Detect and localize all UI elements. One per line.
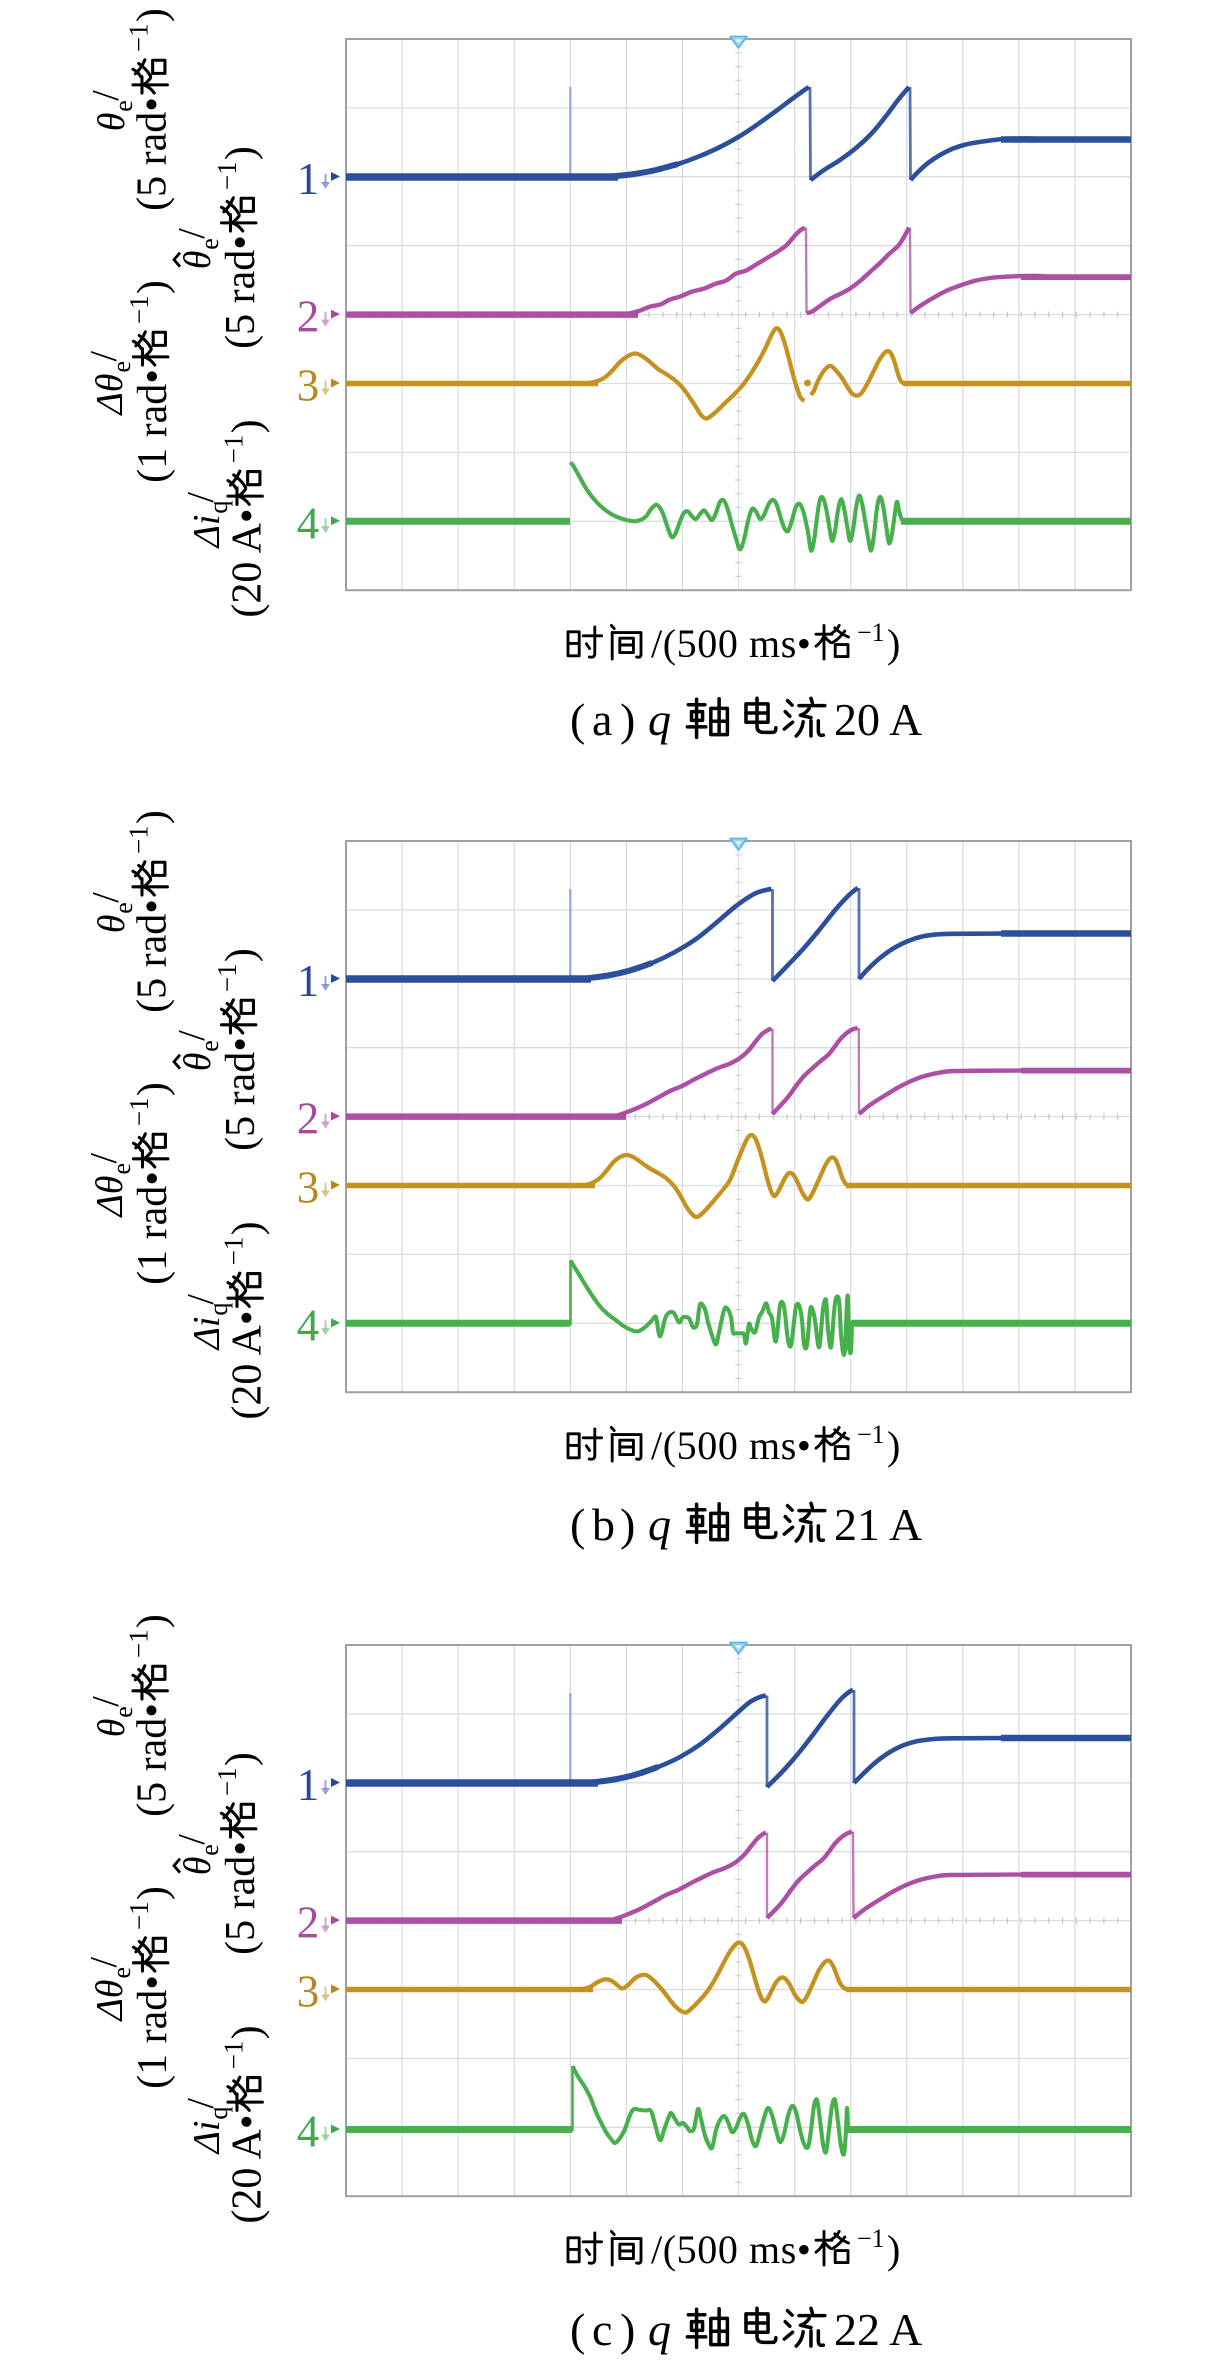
svg-text:a: a [592, 694, 612, 745]
svg-text:(5 rad•: (5 rad• [130, 97, 176, 211]
svg-text:/(500 ms•: /(500 ms• [651, 2227, 812, 2272]
svg-text:3: 3 [297, 361, 320, 411]
svg-text:1: 1 [297, 154, 320, 204]
svg-text:−1: −1 [219, 2041, 249, 2070]
svg-text:(: ( [570, 2304, 585, 2355]
svg-text:θ: θ [177, 1857, 219, 1876]
svg-text:θ: θ [91, 915, 133, 934]
svg-text:): ) [225, 1221, 271, 1235]
svg-text:21 A: 21 A [834, 1499, 922, 1550]
svg-text:−1: −1 [124, 825, 154, 854]
svg-text:): ) [887, 621, 900, 666]
svg-text:Δi: Δi [186, 515, 228, 550]
svg-text:−1: −1 [219, 435, 249, 464]
svg-text:/: / [171, 228, 213, 239]
svg-text:): ) [130, 280, 176, 294]
svg-text:Δθ: Δθ [89, 1980, 131, 2023]
svg-text:): ) [620, 694, 635, 745]
svg-text:Δθ: Δθ [89, 1176, 131, 1219]
svg-text:Δi: Δi [186, 1317, 228, 1352]
svg-text:(5 rad•: (5 rad• [130, 899, 176, 1013]
svg-text:(5 rad•: (5 rad• [218, 1037, 264, 1151]
svg-text:): ) [620, 1499, 635, 1550]
svg-text:θ: θ [91, 1719, 133, 1738]
svg-text:θ: θ [91, 113, 133, 132]
svg-text:3: 3 [297, 1163, 320, 1213]
svg-text:2: 2 [297, 1898, 320, 1948]
svg-text:): ) [130, 1886, 176, 1900]
svg-text:3: 3 [297, 1967, 320, 2017]
svg-text:−1: −1 [124, 1901, 154, 1930]
svg-text:/: / [171, 1834, 213, 1845]
svg-text:q: q [648, 1499, 671, 1550]
svg-text:−1: −1 [124, 1629, 154, 1658]
svg-text:(5 rad•: (5 rad• [218, 235, 264, 349]
svg-text:−1: −1 [219, 1237, 249, 1266]
svg-text:−1: −1 [124, 295, 154, 324]
svg-text:/: / [180, 492, 222, 503]
svg-text:(: ( [570, 1499, 585, 1550]
svg-text:θ: θ [177, 251, 219, 270]
svg-text:/: / [171, 1030, 213, 1041]
svg-text:/: / [83, 1153, 125, 1164]
svg-text:(20 A•: (20 A• [225, 2114, 271, 2223]
svg-text:(20 A•: (20 A• [225, 508, 271, 617]
svg-text:c: c [592, 2304, 612, 2355]
svg-text:22 A: 22 A [834, 2304, 922, 2355]
svg-text:Δθ: Δθ [89, 374, 131, 417]
svg-text:q: q [648, 2304, 671, 2355]
svg-text:1: 1 [297, 956, 320, 1006]
svg-text:): ) [620, 2304, 635, 2355]
svg-text:): ) [130, 1614, 176, 1628]
svg-text:4: 4 [297, 2107, 320, 2157]
svg-text:/: / [180, 2098, 222, 2109]
svg-text:(: ( [570, 694, 585, 745]
svg-text:1: 1 [297, 1760, 320, 1810]
svg-text:): ) [225, 2025, 271, 2039]
svg-text:): ) [218, 948, 264, 962]
svg-text:(1 rad•: (1 rad• [130, 369, 176, 483]
svg-text:): ) [130, 1082, 176, 1096]
svg-text:b: b [592, 1499, 615, 1550]
svg-text:/: / [85, 90, 127, 101]
svg-text:θ: θ [177, 1053, 219, 1072]
svg-text:/: / [83, 1957, 125, 1968]
svg-text:−1: −1 [212, 161, 242, 190]
svg-text:(1 rad•: (1 rad• [130, 1975, 176, 2089]
svg-text:): ) [225, 419, 271, 433]
svg-text:2: 2 [297, 292, 320, 342]
svg-text:Δi: Δi [186, 2121, 228, 2156]
svg-text:(20 A•: (20 A• [225, 1310, 271, 1419]
svg-text:−1: −1 [124, 23, 154, 52]
svg-text:/: / [85, 1696, 127, 1707]
svg-text:): ) [887, 1423, 900, 1468]
svg-text:/(500 ms•: /(500 ms• [651, 1423, 812, 1468]
svg-text:−1: −1 [212, 1767, 242, 1796]
svg-text:(1 rad•: (1 rad• [130, 1171, 176, 1285]
svg-text:/(500 ms•: /(500 ms• [651, 621, 812, 666]
svg-text:): ) [887, 2227, 900, 2272]
svg-text:4: 4 [297, 498, 320, 548]
svg-text:2: 2 [297, 1094, 320, 1144]
svg-text:(5 rad•: (5 rad• [130, 1703, 176, 1817]
svg-text:/: / [83, 351, 125, 362]
svg-text:): ) [218, 146, 264, 160]
svg-text:/: / [180, 1294, 222, 1305]
svg-text:20 A: 20 A [834, 694, 922, 745]
svg-text:): ) [130, 8, 176, 22]
svg-text:): ) [130, 810, 176, 824]
svg-text:−1: −1 [212, 963, 242, 992]
svg-text:−1: −1 [857, 618, 885, 647]
svg-text:4: 4 [297, 1300, 320, 1350]
svg-text:q: q [648, 694, 671, 745]
svg-text:−1: −1 [124, 1097, 154, 1126]
svg-text:(5 rad•: (5 rad• [218, 1841, 264, 1955]
svg-text:−1: −1 [857, 2224, 885, 2253]
svg-text:−1: −1 [857, 1420, 885, 1449]
svg-text:): ) [218, 1752, 264, 1766]
svg-text:/: / [85, 892, 127, 903]
